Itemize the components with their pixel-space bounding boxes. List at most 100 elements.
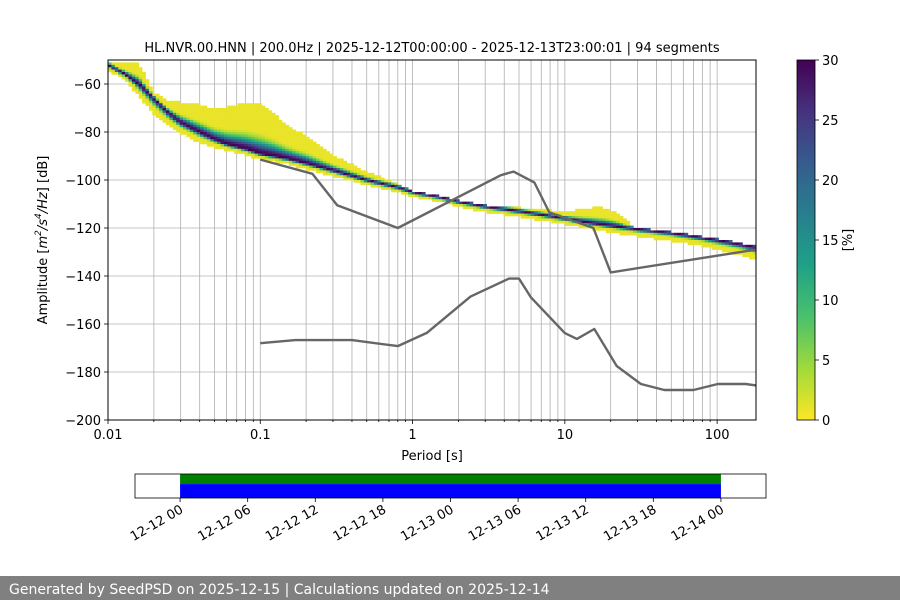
psd-cell	[268, 134, 273, 138]
psd-cell	[234, 120, 238, 123]
psd-cell	[210, 117, 215, 121]
psd-cell	[223, 122, 228, 126]
psd-cell	[125, 69, 129, 73]
psd-cell	[268, 112, 273, 116]
psd-cell	[329, 160, 334, 164]
psd-cell	[196, 117, 201, 121]
psd-cell	[230, 136, 235, 140]
psd-cell	[200, 134, 204, 138]
timeline-tick-label: 12-12 18	[331, 502, 389, 544]
psd-cell	[200, 129, 204, 133]
psd-cell	[305, 139, 310, 142]
psd-cell	[223, 139, 228, 142]
psd-cell	[135, 86, 140, 90]
psd-cell	[152, 98, 157, 102]
psd-cell	[544, 216, 549, 219]
psd-cell	[585, 220, 590, 224]
psd-cell	[114, 62, 119, 66]
psd-cell	[732, 247, 736, 250]
y-tick-label: −100	[65, 174, 101, 189]
psd-cell	[619, 220, 624, 224]
psd-cell	[612, 211, 617, 214]
psd-cell	[684, 237, 689, 241]
psd-cell	[500, 211, 505, 214]
psd-cell	[319, 156, 324, 159]
psd-cell	[384, 182, 389, 186]
psd-cell	[237, 115, 242, 118]
psd-cell	[230, 124, 235, 128]
psd-cell	[544, 211, 549, 214]
psd-cell	[128, 79, 133, 82]
psd-cell	[640, 232, 644, 236]
psd-cell	[711, 247, 716, 250]
psd-cell	[230, 120, 235, 123]
psd-cell	[602, 225, 607, 229]
psd-cell	[333, 160, 337, 164]
psd-cell	[421, 196, 426, 200]
psd-cell	[206, 144, 211, 147]
psd-cell	[183, 115, 187, 118]
psd-cell	[278, 134, 283, 138]
psd-cell	[585, 218, 590, 222]
psd-cell	[251, 105, 256, 109]
psd-cell	[302, 158, 307, 162]
psd-cell	[223, 115, 228, 118]
psd-cell	[261, 146, 266, 150]
psd-cell	[237, 139, 242, 142]
psd-cell	[172, 100, 177, 104]
psd-cell	[571, 223, 576, 226]
psd-cell	[142, 72, 146, 75]
psd-cell	[121, 72, 126, 75]
psd-cell	[203, 139, 208, 142]
psd-cell	[275, 146, 279, 150]
psd-cell	[568, 223, 573, 226]
psd-cell	[247, 127, 252, 130]
psd-cell	[312, 148, 317, 152]
psd-cell	[278, 144, 283, 147]
psd-cell	[234, 105, 238, 109]
psd-cell	[616, 230, 620, 234]
psd-cell	[261, 153, 266, 157]
psd-cell	[568, 216, 573, 219]
psd-cell	[309, 156, 314, 159]
psd-cell	[230, 122, 235, 126]
psd-cell	[169, 120, 174, 123]
psd-cell	[131, 74, 136, 78]
psd-cell	[196, 108, 201, 111]
psd-cell	[749, 244, 753, 248]
psd-cell	[217, 141, 221, 145]
psd-cell	[316, 146, 320, 150]
psd-cell	[271, 112, 276, 116]
psd-cell	[333, 165, 337, 169]
psd-cell	[271, 141, 276, 145]
psd-cell	[742, 252, 747, 255]
psd-cell	[155, 112, 160, 116]
psd-cell	[588, 213, 593, 217]
psd-cell	[711, 237, 716, 241]
psd-cell	[633, 230, 638, 234]
psd-cell	[513, 206, 518, 210]
psd-cell	[244, 124, 249, 128]
y-label-part: ] [dB]	[36, 156, 51, 193]
psd-cell	[135, 76, 140, 80]
psd-cell	[578, 216, 583, 219]
psd-cell	[268, 127, 273, 130]
psd-cell	[176, 110, 181, 114]
psd-cell	[172, 115, 177, 118]
psd-cell	[316, 168, 320, 171]
psd-cell	[251, 146, 256, 150]
psd-cell	[288, 132, 293, 135]
psd-cell	[268, 115, 273, 118]
psd-cell	[203, 136, 208, 140]
psd-cell	[595, 228, 600, 231]
psd-cell	[179, 110, 184, 114]
psd-cell	[125, 62, 129, 66]
psd-cell	[360, 182, 365, 186]
psd-cell	[561, 218, 566, 222]
psd-cell	[694, 237, 699, 241]
psd-cell	[258, 124, 262, 128]
psd-cell	[646, 228, 651, 231]
psd-cell	[172, 122, 177, 126]
psd-cell	[285, 141, 290, 145]
psd-cell	[309, 165, 314, 169]
